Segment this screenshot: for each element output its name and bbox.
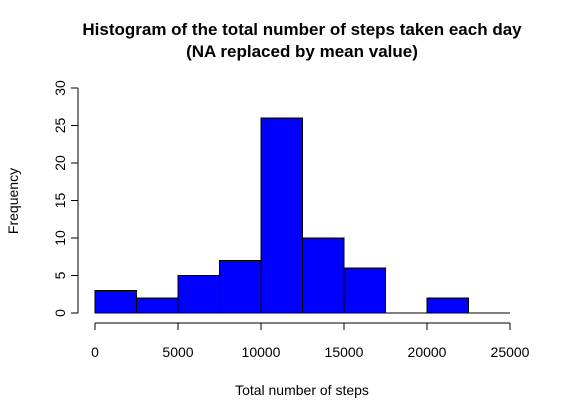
x-tick-label-5000: 5000 — [162, 344, 193, 360]
x-axis: 0 5000 10000 15000 20000 25000 — [91, 322, 530, 360]
x-tick-label-10000: 10000 — [242, 344, 281, 360]
histogram-bar-0 — [94, 290, 137, 314]
y-axis-label: Frequency — [5, 168, 21, 234]
histogram-bar-6 — [343, 267, 386, 314]
y-tick-label-30: 30 — [52, 80, 68, 96]
y-tick-label-25: 25 — [52, 118, 68, 134]
x-tick-label-0: 0 — [91, 344, 99, 360]
y-tick-label-5: 5 — [52, 271, 68, 279]
x-axis-label: Total number of steps — [235, 382, 369, 398]
y-tick-label-20: 20 — [52, 155, 68, 171]
histogram-bar-3 — [219, 260, 262, 314]
y-axis: 0 5 10 15 20 25 30 — [52, 80, 79, 317]
histogram-bar-2 — [177, 275, 220, 314]
y-tick-label-0: 0 — [52, 309, 68, 317]
histogram-bar-8 — [426, 297, 469, 314]
histogram-bars — [94, 117, 510, 314]
chart-title-line-2: (NA replaced by mean value) — [186, 42, 418, 61]
x-tick-label-20000: 20000 — [408, 344, 447, 360]
y-tick-label-15: 15 — [52, 193, 68, 209]
x-tick-label-25000: 25000 — [491, 344, 530, 360]
histogram-bar-1 — [136, 297, 179, 314]
histogram-bar-4 — [260, 117, 303, 314]
chart-title-line-1: Histogram of the total number of steps t… — [82, 20, 522, 39]
histogram-bar-5 — [302, 237, 345, 314]
x-tick-label-15000: 15000 — [325, 344, 364, 360]
y-tick-label-10: 10 — [52, 230, 68, 246]
